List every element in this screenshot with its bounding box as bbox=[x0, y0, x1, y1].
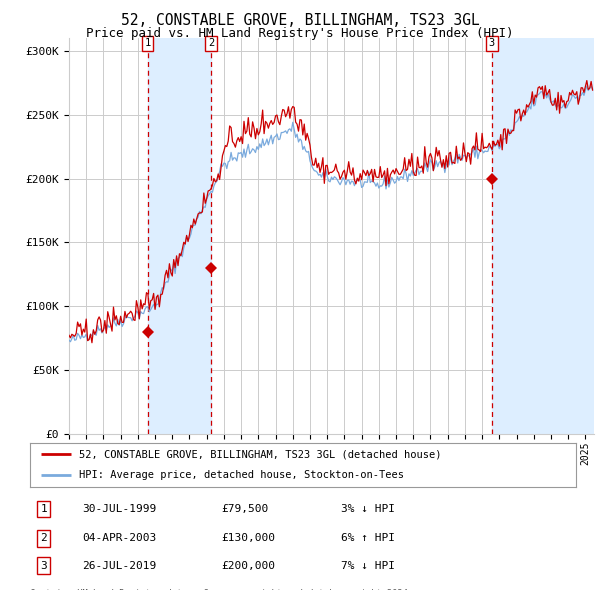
Text: £200,000: £200,000 bbox=[221, 561, 275, 571]
Text: 52, CONSTABLE GROVE, BILLINGHAM, TS23 3GL: 52, CONSTABLE GROVE, BILLINGHAM, TS23 3G… bbox=[121, 13, 479, 28]
Text: 26-JUL-2019: 26-JUL-2019 bbox=[82, 561, 156, 571]
Text: 52, CONSTABLE GROVE, BILLINGHAM, TS23 3GL (detached house): 52, CONSTABLE GROVE, BILLINGHAM, TS23 3G… bbox=[79, 449, 442, 459]
Text: 04-APR-2003: 04-APR-2003 bbox=[82, 533, 156, 543]
Text: 1: 1 bbox=[145, 38, 151, 48]
Text: HPI: Average price, detached house, Stockton-on-Tees: HPI: Average price, detached house, Stoc… bbox=[79, 470, 404, 480]
Bar bbox=[148, 38, 211, 434]
Text: 2: 2 bbox=[40, 533, 47, 543]
Text: 7% ↓ HPI: 7% ↓ HPI bbox=[341, 561, 395, 571]
Text: 30-JUL-1999: 30-JUL-1999 bbox=[82, 504, 156, 514]
Text: 3% ↓ HPI: 3% ↓ HPI bbox=[341, 504, 395, 514]
Text: 6% ↑ HPI: 6% ↑ HPI bbox=[341, 533, 395, 543]
Text: £130,000: £130,000 bbox=[221, 533, 275, 543]
Text: 2: 2 bbox=[208, 38, 214, 48]
Text: £79,500: £79,500 bbox=[221, 504, 268, 514]
Bar bbox=[492, 38, 594, 434]
Text: Contains HM Land Registry data © Crown copyright and database right 2024.
This d: Contains HM Land Registry data © Crown c… bbox=[30, 589, 413, 590]
Text: 1: 1 bbox=[40, 504, 47, 514]
Text: Price paid vs. HM Land Registry's House Price Index (HPI): Price paid vs. HM Land Registry's House … bbox=[86, 27, 514, 40]
Text: 3: 3 bbox=[489, 38, 495, 48]
Text: 3: 3 bbox=[40, 561, 47, 571]
